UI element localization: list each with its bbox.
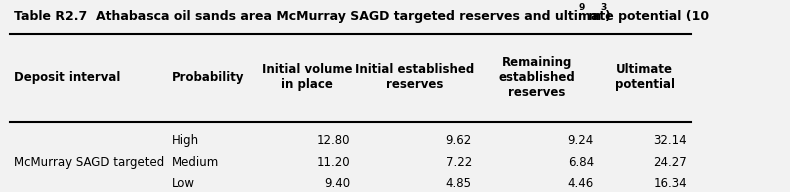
Text: 9: 9	[578, 3, 585, 12]
Text: Ultimate
potential: Ultimate potential	[615, 63, 675, 91]
Text: 9.62: 9.62	[446, 134, 472, 147]
Text: McMurray SAGD targeted: McMurray SAGD targeted	[14, 156, 164, 169]
Text: High: High	[171, 134, 199, 147]
Text: 3: 3	[600, 3, 607, 12]
Text: 7.22: 7.22	[446, 156, 472, 169]
Text: Initial established
reserves: Initial established reserves	[356, 63, 475, 91]
Text: 6.84: 6.84	[568, 156, 594, 169]
Text: 12.80: 12.80	[317, 134, 350, 147]
Text: 24.27: 24.27	[653, 156, 687, 169]
Text: Medium: Medium	[171, 156, 219, 169]
Text: ): )	[604, 10, 611, 23]
Text: 16.34: 16.34	[653, 177, 687, 190]
Text: Remaining
established
reserves: Remaining established reserves	[498, 56, 575, 99]
Text: 9.40: 9.40	[324, 177, 350, 190]
Text: Initial volume
in place: Initial volume in place	[262, 63, 352, 91]
Text: 4.85: 4.85	[446, 177, 472, 190]
Text: Table R2.7  Athabasca oil sands area McMurray SAGD targeted reserves and ultimat: Table R2.7 Athabasca oil sands area McMu…	[14, 10, 709, 23]
Text: Deposit interval: Deposit interval	[14, 71, 120, 84]
Text: 32.14: 32.14	[653, 134, 687, 147]
Text: 4.46: 4.46	[567, 177, 594, 190]
Text: 9.24: 9.24	[567, 134, 594, 147]
Text: Low: Low	[171, 177, 194, 190]
Text: m: m	[584, 10, 601, 23]
Text: Probability: Probability	[171, 71, 244, 84]
Text: 11.20: 11.20	[316, 156, 350, 169]
